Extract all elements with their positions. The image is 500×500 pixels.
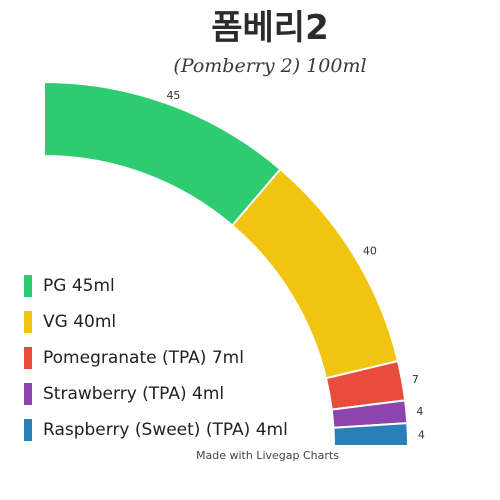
legend-item-pg[interactable]: PG 45ml (24, 268, 288, 304)
legend-swatch (24, 347, 32, 369)
legend-label: VG 40ml (43, 312, 117, 332)
legend-swatch (24, 419, 32, 441)
legend-item-raspberry[interactable]: Raspberry (Sweet) (TPA) 4ml (24, 412, 288, 448)
slice-pg[interactable] (43, 80, 282, 227)
legend-label: Pomegranate (TPA) 7ml (43, 348, 244, 368)
data-label-strawberry: 4 (416, 405, 423, 418)
chart-subtitle: (Pomberry 2) 100ml (173, 55, 367, 77)
data-label-pomegranate: 7 (412, 373, 419, 386)
legend-swatch (24, 275, 32, 297)
legend-label: Raspberry (Sweet) (TPA) 4ml (43, 420, 288, 440)
data-label-raspberry: 4 (418, 428, 425, 441)
legend-item-vg[interactable]: VG 40ml (24, 304, 288, 340)
legend-item-strawberry[interactable]: Strawberry (TPA) 4ml (24, 376, 288, 412)
chart-legend: PG 45ml VG 40ml Pomegranate (TPA) 7ml St… (24, 268, 288, 448)
chart-credit: Made with Livegap Charts (196, 449, 339, 462)
slice-raspberry[interactable] (332, 422, 410, 447)
legend-item-pomegranate[interactable]: Pomegranate (TPA) 7ml (24, 340, 288, 376)
data-label-pg: 45 (166, 89, 180, 102)
legend-label: PG 45ml (43, 276, 115, 296)
legend-swatch (24, 383, 32, 405)
data-label-vg: 40 (363, 245, 377, 258)
chart-title: 폼베리2 (211, 8, 329, 48)
legend-swatch (24, 311, 32, 333)
legend-label: Strawberry (TPA) 4ml (43, 384, 225, 404)
